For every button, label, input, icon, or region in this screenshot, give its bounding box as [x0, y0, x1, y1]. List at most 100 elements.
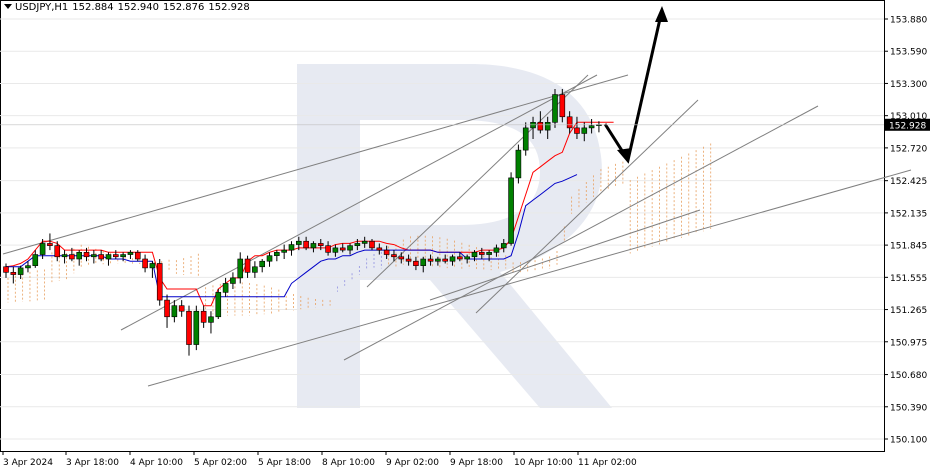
axes: 153.880 153.590 153.300 153.010 152.720 152.4… [0, 16, 930, 468]
candle [105, 252, 112, 266]
candle [522, 122, 529, 156]
candle [486, 250, 492, 262]
candle [134, 250, 141, 262]
candle [113, 250, 119, 259]
candle [391, 250, 397, 262]
candle-body [376, 247, 383, 251]
candle [244, 255, 251, 278]
candle [288, 241, 295, 256]
candle-body [156, 263, 163, 301]
candle [449, 254, 456, 266]
forecast-arrowhead-down [617, 148, 632, 163]
x-tick-label: 9 Apr 18:00 [450, 458, 503, 468]
grid [0, 0, 885, 452]
candle [500, 239, 507, 253]
y-tick-label: 150.100 [890, 436, 927, 446]
candle [193, 305, 200, 351]
candle-body [339, 247, 346, 251]
candle-body [413, 260, 419, 266]
candle [369, 239, 375, 251]
candle-body [193, 310, 200, 345]
candle-body [215, 292, 222, 318]
x-tick-label: 9 Apr 02:00 [386, 458, 439, 468]
candle [574, 116, 580, 139]
candle [478, 247, 485, 259]
candle-body [164, 299, 170, 318]
candle [171, 300, 178, 323]
candle [471, 250, 478, 262]
candle-body [25, 265, 31, 269]
candle [559, 89, 566, 123]
candle [149, 261, 156, 278]
candle [98, 250, 104, 262]
candle [405, 254, 412, 266]
candle-body [208, 316, 214, 323]
candle-body [244, 258, 251, 273]
candle-body [274, 252, 280, 256]
candle-body [478, 252, 485, 255]
candle [32, 250, 39, 268]
candle [3, 263, 9, 278]
candle-body [500, 243, 507, 249]
candle-body [464, 256, 470, 260]
x-tick-label: 5 Apr 02:00 [194, 458, 247, 468]
candle [91, 250, 97, 264]
candle-body [398, 256, 405, 260]
candle [464, 254, 470, 264]
candle [266, 252, 273, 267]
candle [69, 247, 75, 262]
candle-body [383, 249, 390, 255]
candle [156, 259, 163, 306]
candle-body [427, 258, 434, 262]
candle-body [178, 305, 185, 312]
candle-body [222, 283, 229, 293]
open-value: 152.884 [72, 2, 114, 13]
collapse-triangle-icon[interactable] [4, 4, 12, 9]
symbol-label: USDJPY,H1 [15, 2, 69, 13]
candle [215, 289, 222, 319]
y-tick-label: 150.975 [890, 338, 927, 348]
candle-body [361, 240, 368, 244]
candle-body [420, 258, 427, 266]
trend-line [120, 74, 598, 331]
candle [120, 252, 126, 262]
candle [515, 144, 522, 184]
low-value: 152.876 [163, 2, 205, 13]
candle-body [325, 245, 331, 253]
trend-line [475, 99, 699, 314]
candle-body [142, 258, 148, 269]
candle-body [354, 243, 361, 246]
candle [230, 272, 236, 289]
candle [537, 111, 544, 134]
current-price-box [885, 118, 930, 131]
candle-body [230, 277, 236, 284]
candle [332, 244, 339, 257]
candle-body [3, 266, 9, 273]
candle-body [134, 252, 141, 260]
candle-body [332, 247, 339, 253]
candle-body [442, 258, 449, 262]
candle-body [508, 177, 514, 244]
candle [200, 305, 207, 328]
candle [10, 266, 17, 284]
y-tick-label: 153.590 [890, 48, 927, 58]
candle [354, 239, 361, 251]
y-tick-label: 153.880 [890, 16, 927, 26]
y-tick-label: 152.425 [890, 177, 927, 187]
candle [178, 300, 185, 317]
candle [398, 252, 405, 264]
candle-body [91, 254, 97, 258]
y-tick-label: 150.390 [890, 403, 927, 413]
candle-body [310, 243, 317, 249]
x-tick-label: 8 Apr 10:00 [322, 458, 375, 468]
x-tick-label: 3 Apr 18:00 [66, 458, 119, 468]
candle [54, 241, 61, 262]
chart-header: USDJPY,H1 152.884 152.940 152.876 152.928 [4, 2, 254, 13]
candle [339, 243, 346, 253]
candle [252, 261, 258, 278]
candle-body [83, 252, 90, 258]
candle [25, 261, 31, 273]
current-price-label: 152.928 [889, 121, 926, 131]
